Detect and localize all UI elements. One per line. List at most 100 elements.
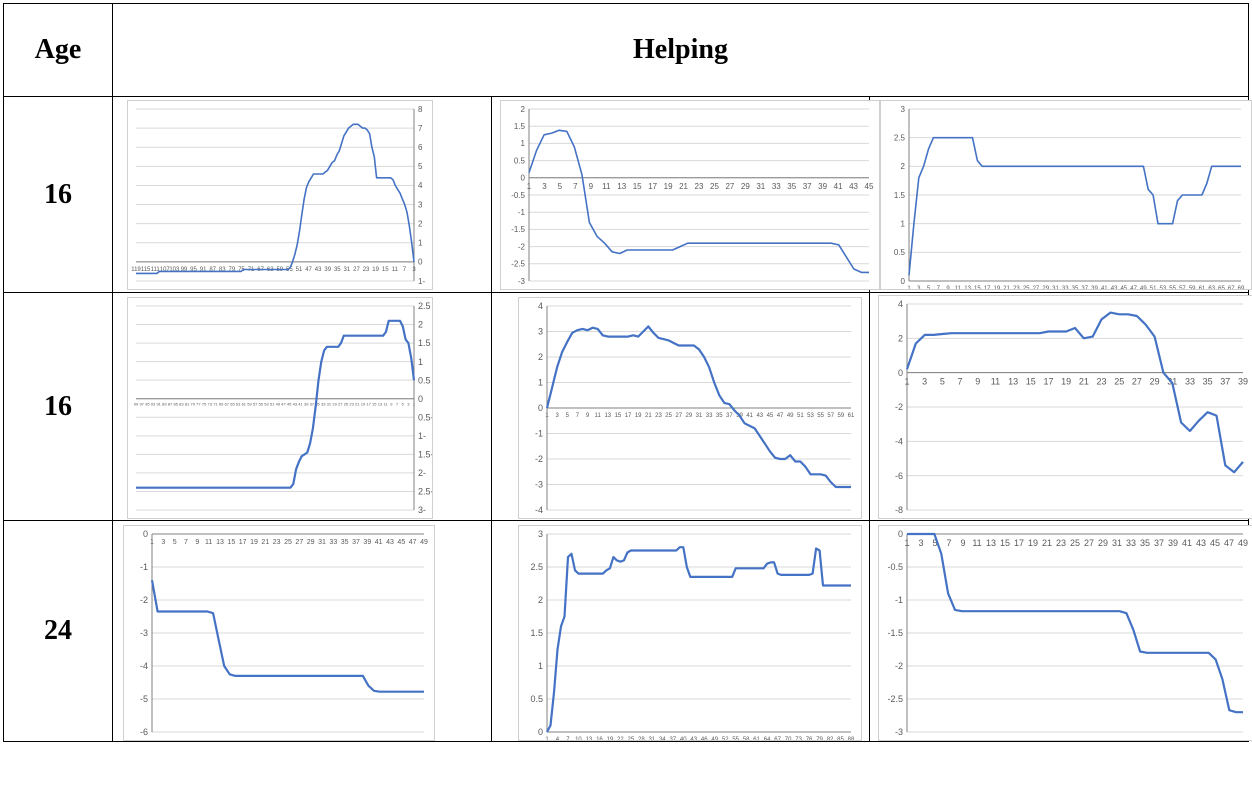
x-tick-label: 22 bbox=[617, 737, 624, 740]
x-tick-label: 7 bbox=[573, 182, 578, 191]
x-tick-label: 31 bbox=[344, 267, 351, 273]
x-tick-label: 1 bbox=[526, 182, 531, 191]
x-tick-label: 15 bbox=[372, 402, 377, 407]
x-tick-label: 33 bbox=[1062, 286, 1069, 289]
x-tick-label: 111 bbox=[151, 267, 161, 273]
chart-cell: 4 3 2 1 0 -1 -2 -3 -4 1 3 5 7 9 11 13 15 17 19 21 23 25 27 29 31… bbox=[490, 292, 871, 521]
x-tick-label: 23 bbox=[1013, 286, 1020, 289]
x-tick-label: 82 bbox=[826, 737, 833, 740]
y-tick-label: 1.5 bbox=[530, 628, 543, 638]
x-tick-label: 25 bbox=[1115, 377, 1125, 387]
x-tick-label: 15 bbox=[614, 413, 621, 419]
x-tick-label: 31 bbox=[318, 539, 326, 546]
x-tick-label: 85 bbox=[173, 402, 178, 407]
x-tick-label: 47 bbox=[305, 267, 312, 273]
y-tick-label: 2 bbox=[418, 219, 423, 228]
x-tick-label: 1 bbox=[150, 539, 154, 546]
y-tick-label: 1 bbox=[418, 239, 423, 248]
x-tick-label: 35 bbox=[334, 267, 341, 273]
chart-cell: 3 2.5 2 1.5 1 0.5 0 1 4 7 10 13 16 19 22 25 28 31 34 37 40 43… bbox=[490, 520, 871, 742]
y-tick-label: 1.5 bbox=[514, 122, 526, 131]
x-tick-label: 23 bbox=[655, 413, 662, 419]
x-tick-label: 5 bbox=[402, 402, 405, 407]
x-tick-label: 9 bbox=[588, 182, 593, 191]
x-tick-label: 95 bbox=[190, 267, 197, 273]
x-tick-label: 1 bbox=[905, 538, 910, 548]
age-cell: 16 bbox=[3, 292, 113, 521]
x-tick-label: 19 bbox=[663, 182, 672, 191]
x-tick-label: 4 bbox=[555, 737, 559, 740]
y-tick-label: 2 bbox=[418, 320, 423, 330]
chart-cell: 3 2.5 2 1.5 1 0.5 0 1 3 5 7 9 11 13 15 17 19 21 23 25 27 29 31… bbox=[869, 96, 1252, 293]
series-line bbox=[527, 129, 869, 274]
x-tick-label: 33 bbox=[705, 413, 712, 419]
y-tick-label: 3 bbox=[901, 105, 906, 114]
x-tick-label: 59 bbox=[837, 413, 844, 419]
x-tick-label: 35 bbox=[716, 413, 723, 419]
x-tick-label: 55 bbox=[817, 413, 824, 419]
x-tick-label: 19 bbox=[994, 286, 1001, 289]
y-tick-label: 0 bbox=[143, 529, 148, 539]
x-tick-label: 91 bbox=[156, 402, 161, 407]
x-tick-label: 21 bbox=[355, 402, 360, 407]
x-tick-label: 21 bbox=[645, 413, 652, 419]
x-tick-label: 79 bbox=[229, 267, 236, 273]
x-tick-label: 23 bbox=[1056, 538, 1066, 548]
x-tick-label: 79 bbox=[816, 737, 823, 740]
y-tick-label: 0 bbox=[538, 727, 543, 737]
y-tick-label: -2.5 bbox=[888, 694, 904, 704]
x-tick-label: 65 bbox=[230, 402, 235, 407]
x-tick-label: 47 bbox=[1224, 538, 1234, 548]
y-tick-label: 2- bbox=[418, 468, 426, 478]
x-tick-label: 43 bbox=[293, 402, 298, 407]
x-tick-label: 17 bbox=[239, 539, 247, 546]
line-chart: 2.5 2 1.5 1 0.5 0 0.5- 1- 1.5- 2- 2.5- 3- 99 97 95 93 91… bbox=[127, 297, 433, 519]
x-tick-label: 45 bbox=[287, 402, 292, 407]
x-tick-label: 17 bbox=[648, 182, 657, 191]
x-tick-label: 45 bbox=[1210, 538, 1220, 548]
x-tick-label: 39 bbox=[304, 402, 309, 407]
y-tick-label: 1.5- bbox=[418, 450, 432, 460]
series-line bbox=[136, 123, 415, 275]
x-tick-label: 33 bbox=[1126, 538, 1136, 548]
x-tick-label: 45 bbox=[864, 182, 873, 191]
x-tick-label: 59 bbox=[1189, 286, 1196, 289]
y-tick-label: 4 bbox=[538, 301, 543, 311]
x-tick-label: 29 bbox=[1150, 377, 1160, 387]
x-tick-label: 13 bbox=[585, 737, 592, 740]
y-tick-label: 3 bbox=[538, 529, 543, 539]
x-tick-label: 3 bbox=[917, 286, 921, 289]
x-tick-label: 73 bbox=[795, 737, 802, 740]
y-tick-label: -5 bbox=[140, 694, 148, 704]
line-chart: 3 2.5 2 1.5 1 0.5 0 1 4 7 10 13 16 19 22 25 28 31 34 37 40 43… bbox=[517, 525, 862, 741]
x-tick-label: 64 bbox=[763, 737, 770, 740]
x-tick-label: 27 bbox=[725, 182, 734, 191]
x-tick-label: 39 bbox=[818, 182, 827, 191]
y-tick-label: -3 bbox=[895, 727, 903, 737]
x-tick-label: 11 bbox=[205, 539, 212, 546]
x-tick-label: 35 bbox=[787, 182, 796, 191]
x-tick-label: 27 bbox=[1033, 286, 1040, 289]
x-tick-label: 69 bbox=[1238, 286, 1245, 289]
y-tick-label: -2 bbox=[895, 661, 903, 671]
y-tick-label: -8 bbox=[895, 505, 903, 515]
x-tick-label: 33 bbox=[771, 182, 780, 191]
x-tick-label: 9 bbox=[976, 377, 981, 387]
y-tick-label: -1 bbox=[535, 429, 543, 439]
x-tick-label: 49 bbox=[276, 402, 281, 407]
y-tick-label: 8 bbox=[418, 105, 423, 114]
x-tick-label: 25 bbox=[344, 402, 349, 407]
y-tick-label: 2 bbox=[898, 333, 903, 343]
x-tick-label: 81 bbox=[185, 402, 190, 407]
x-tick-label: 43 bbox=[315, 267, 322, 273]
y-tick-label: 5 bbox=[418, 162, 423, 171]
y-tick-label: -1 bbox=[518, 208, 526, 217]
y-tick-label: -1 bbox=[895, 595, 903, 605]
y-tick-label: -0.5 bbox=[511, 191, 525, 200]
x-tick-label: 47 bbox=[281, 402, 286, 407]
x-tick-label: 43 bbox=[756, 413, 763, 419]
x-tick-label: 95 bbox=[145, 402, 150, 407]
x-tick-label: 37 bbox=[669, 737, 676, 740]
